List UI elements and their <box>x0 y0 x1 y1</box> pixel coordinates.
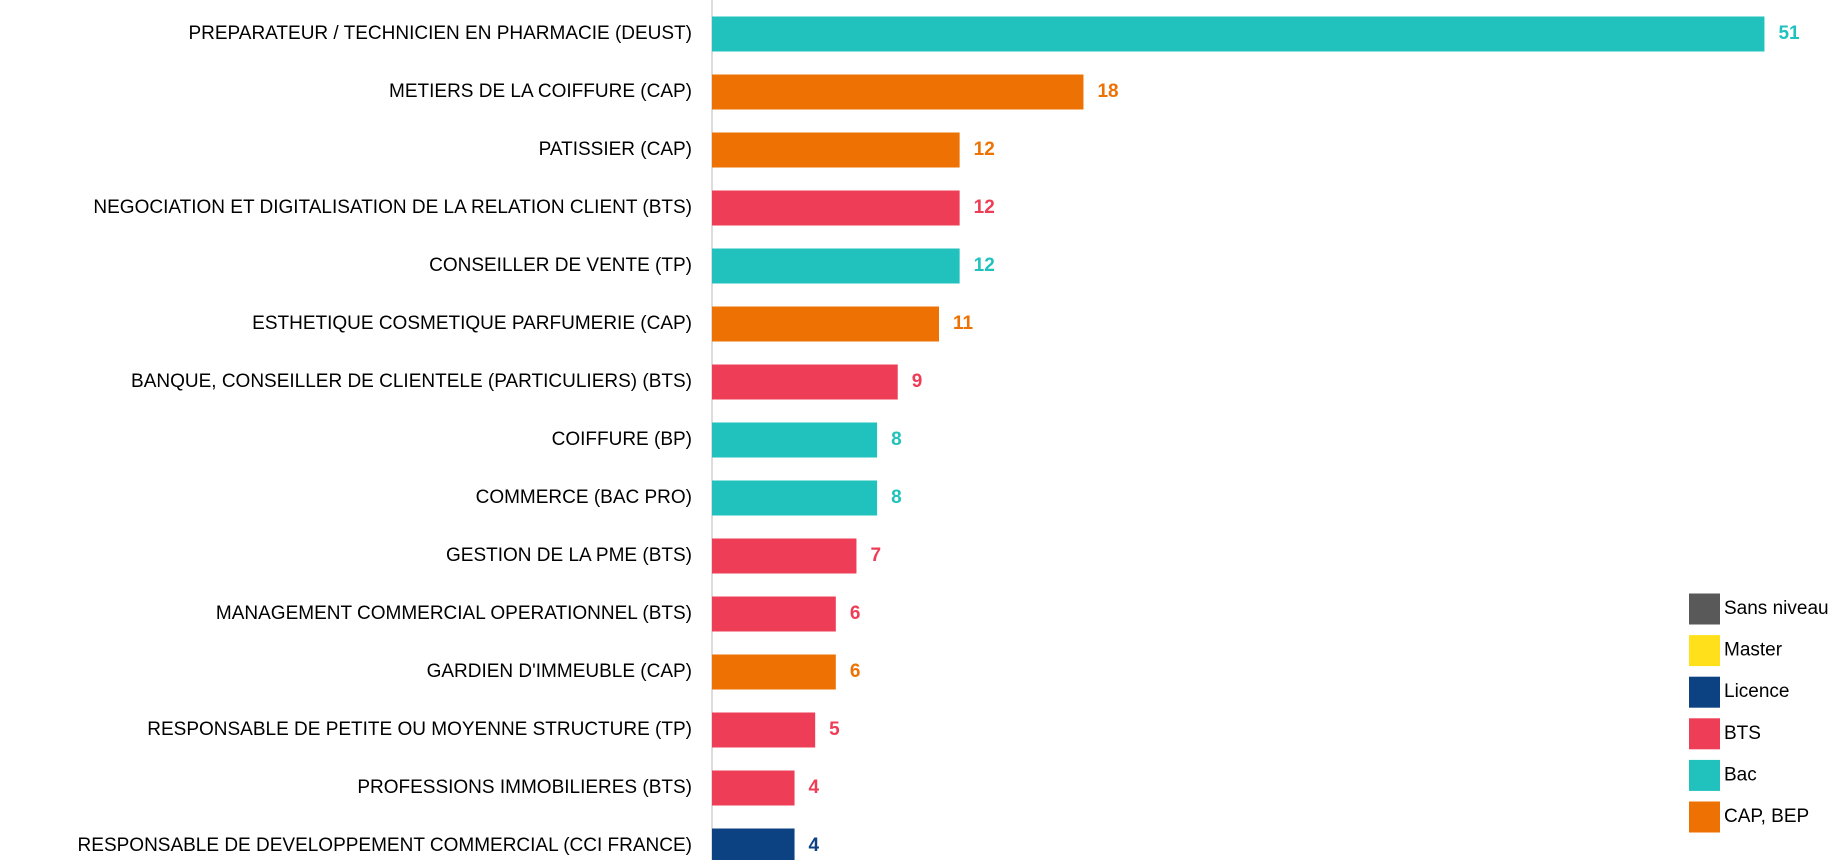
y-tick-label: GESTION DE LA PME (BTS) <box>446 545 692 566</box>
data-label: 12 <box>974 139 995 160</box>
bar <box>712 596 836 632</box>
data-label: 6 <box>850 661 861 682</box>
legend-label: Sans niveau <box>1724 598 1829 619</box>
bar <box>712 132 960 168</box>
legend-label: CAP, BEP <box>1724 806 1809 827</box>
bar <box>712 74 1084 110</box>
y-tick-label: RESPONSABLE DE DEVELOPPEMENT COMMERCIAL … <box>78 835 692 856</box>
bar <box>712 422 878 458</box>
data-label: 11 <box>953 313 974 334</box>
data-label: 4 <box>809 835 820 856</box>
legend-label: Bac <box>1724 764 1757 785</box>
bar <box>712 538 857 574</box>
legend-swatch <box>1689 593 1720 625</box>
bar <box>712 480 878 516</box>
bar <box>712 364 898 400</box>
bar <box>712 190 960 226</box>
bar <box>712 306 939 342</box>
y-tick-label: NEGOCIATION ET DIGITALISATION DE LA RELA… <box>93 197 692 218</box>
legend-swatch <box>1689 718 1720 750</box>
data-label: 4 <box>809 777 820 798</box>
y-tick-label: GARDIEN D'IMMEUBLE (CAP) <box>427 661 692 682</box>
data-label: 51 <box>1778 23 1800 44</box>
y-tick-label: MANAGEMENT COMMERCIAL OPERATIONNEL (BTS) <box>216 603 692 624</box>
y-tick-label: PROFESSIONS IMMOBILIERES (BTS) <box>357 777 692 798</box>
data-label: 12 <box>974 197 995 218</box>
legend-swatch <box>1689 635 1720 667</box>
data-label: 9 <box>912 371 923 392</box>
bar <box>712 770 795 806</box>
data-label: 7 <box>870 545 881 566</box>
bar <box>712 654 836 690</box>
legend-swatch <box>1689 759 1720 791</box>
y-tick-label: RESPONSABLE DE PETITE OU MOYENNE STRUCTU… <box>147 719 692 740</box>
y-tick-label: COIFFURE (BP) <box>552 429 692 450</box>
y-tick-label: PATISSIER (CAP) <box>539 139 692 160</box>
y-tick-label: CONSEILLER DE VENTE (TP) <box>429 255 692 276</box>
data-label: 12 <box>974 255 995 276</box>
y-tick-label: COMMERCE (BAC PRO) <box>476 487 692 508</box>
bar <box>712 248 960 284</box>
data-label: 5 <box>829 719 840 740</box>
bar <box>712 712 816 748</box>
y-tick-label: ESTHETIQUE COSMETIQUE PARFUMERIE (CAP) <box>252 313 692 334</box>
legend-swatch <box>1689 801 1720 833</box>
bar <box>712 828 795 860</box>
y-tick-label: METIERS DE LA COIFFURE (CAP) <box>389 81 692 102</box>
data-label: 8 <box>891 487 902 508</box>
data-label: 8 <box>891 429 902 450</box>
y-tick-label: PREPARATEUR / TECHNICIEN EN PHARMACIE (D… <box>188 23 692 44</box>
y-tick-label: BANQUE, CONSEILLER DE CLIENTELE (PARTICU… <box>131 371 692 392</box>
data-label: 18 <box>1097 81 1118 102</box>
bar <box>712 16 1765 52</box>
legend-label: Master <box>1724 640 1783 661</box>
data-label: 6 <box>850 603 861 624</box>
legend-swatch <box>1689 676 1720 708</box>
legend-label: Licence <box>1724 681 1790 702</box>
legend-label: BTS <box>1724 723 1761 744</box>
